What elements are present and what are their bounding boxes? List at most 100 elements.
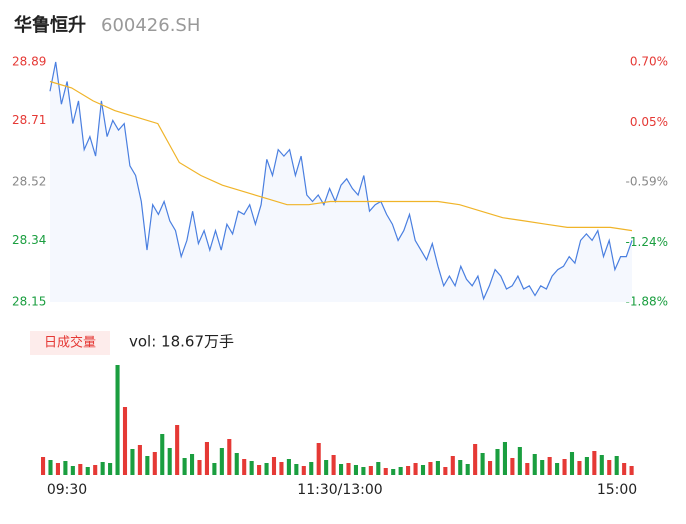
volume-bar — [614, 456, 619, 475]
volume-bar — [301, 466, 306, 475]
volume-bar — [145, 456, 150, 475]
volume-bar — [398, 467, 403, 475]
volume-bar — [465, 464, 470, 475]
volume-bar — [629, 466, 634, 475]
volume-bar — [607, 460, 612, 475]
volume-bar — [450, 456, 455, 475]
volume-bar — [592, 451, 597, 475]
volume-bar — [108, 463, 113, 475]
volume-bar — [428, 462, 433, 475]
volume-bar — [562, 459, 567, 475]
stock-code: 600426.SH — [101, 15, 200, 36]
volume-bar — [569, 452, 575, 475]
volume-bar — [93, 465, 98, 475]
volume-bar — [547, 457, 552, 475]
volume-bar — [257, 465, 262, 475]
volume-bar — [443, 467, 448, 475]
volume-bar — [346, 463, 351, 475]
volume-bar — [525, 463, 530, 475]
volume-label: 日成交量 — [44, 335, 96, 351]
volume-bar — [294, 464, 299, 475]
y-tick-label: 28.34 — [12, 233, 46, 247]
y-tick-label: 28.52 — [12, 175, 46, 189]
average-line — [49, 80, 633, 232]
y-tick-label: 28.15 — [12, 295, 46, 309]
volume-bar — [175, 425, 180, 475]
volume-bar — [473, 444, 478, 475]
volume-bar — [167, 448, 172, 475]
volume-bar — [55, 463, 60, 475]
volume-bar — [160, 434, 165, 475]
volume-bar — [435, 461, 440, 475]
volume-bar — [495, 449, 500, 475]
volume-bar — [406, 466, 411, 475]
volume-bar — [420, 465, 426, 475]
volume-bar — [510, 458, 515, 475]
volume-bar — [622, 463, 627, 475]
volume-bar — [85, 467, 90, 475]
volume-bar — [264, 463, 269, 475]
y2-tick-label: 0.70% — [630, 55, 668, 69]
volume-bar — [376, 462, 381, 475]
volume-bar — [517, 447, 522, 475]
y2-tick-label: -0.59% — [626, 175, 668, 189]
volume-bar — [488, 461, 493, 475]
volume-bar — [130, 449, 135, 475]
volume-bar — [190, 454, 195, 475]
volume-bar — [480, 453, 485, 475]
price-area — [50, 62, 632, 302]
volume-bar — [227, 439, 232, 475]
volume-bar — [234, 453, 239, 475]
volume-bar — [249, 461, 254, 475]
volume-bar — [204, 442, 209, 475]
y-tick-label: 28.71 — [12, 113, 46, 127]
volume-summary: vol: 18.67万手 — [129, 333, 234, 351]
volume-bar — [577, 461, 582, 475]
volume-bar — [361, 467, 366, 475]
volume-bar — [63, 461, 68, 475]
volume-bar — [555, 463, 560, 475]
volume-label-box — [30, 331, 110, 355]
volume-bar — [286, 459, 291, 475]
y2-tick-label: -1.88% — [626, 295, 668, 309]
stock-name: 华鲁恒升 — [14, 14, 86, 36]
volume-bar — [219, 448, 224, 475]
volume-bar — [152, 452, 157, 475]
volume-bar — [584, 457, 589, 475]
y-tick-label: 28.89 — [12, 55, 46, 69]
x-tick-label: 15:00 — [597, 482, 637, 498]
volume-bar — [212, 463, 217, 475]
volume-bar — [391, 469, 396, 475]
y2-tick-label: 0.05% — [630, 115, 668, 129]
volume-bar — [532, 454, 537, 475]
volume-bar — [383, 468, 388, 475]
volume-bar — [458, 460, 463, 475]
volume-bar — [70, 466, 75, 475]
volume-bar — [502, 442, 507, 475]
volume-bar — [271, 457, 277, 475]
volume-bar — [309, 462, 314, 475]
volume-bar — [413, 463, 418, 475]
x-tick-label: 11:30/13:00 — [297, 482, 382, 498]
volume-bar — [122, 407, 128, 475]
volume-bar — [368, 466, 373, 475]
volume-bar — [242, 459, 247, 475]
volume-bar — [339, 464, 344, 475]
volume-bar — [41, 457, 46, 475]
x-tick-label: 09:30 — [47, 482, 87, 498]
volume-bar — [115, 365, 120, 475]
volume-bar — [197, 460, 202, 475]
volume-bar — [182, 458, 187, 475]
volume-bar — [324, 460, 329, 475]
volume-bar — [331, 455, 336, 475]
volume-bar — [48, 460, 53, 475]
volume-bar — [316, 443, 321, 475]
volume-bar — [540, 460, 545, 475]
y2-tick-label: -1.24% — [626, 235, 668, 249]
volume-bar — [78, 464, 83, 475]
volume-bar — [279, 462, 284, 475]
price-line — [49, 61, 633, 301]
volume-bar — [599, 455, 604, 475]
volume-bar — [137, 445, 142, 475]
